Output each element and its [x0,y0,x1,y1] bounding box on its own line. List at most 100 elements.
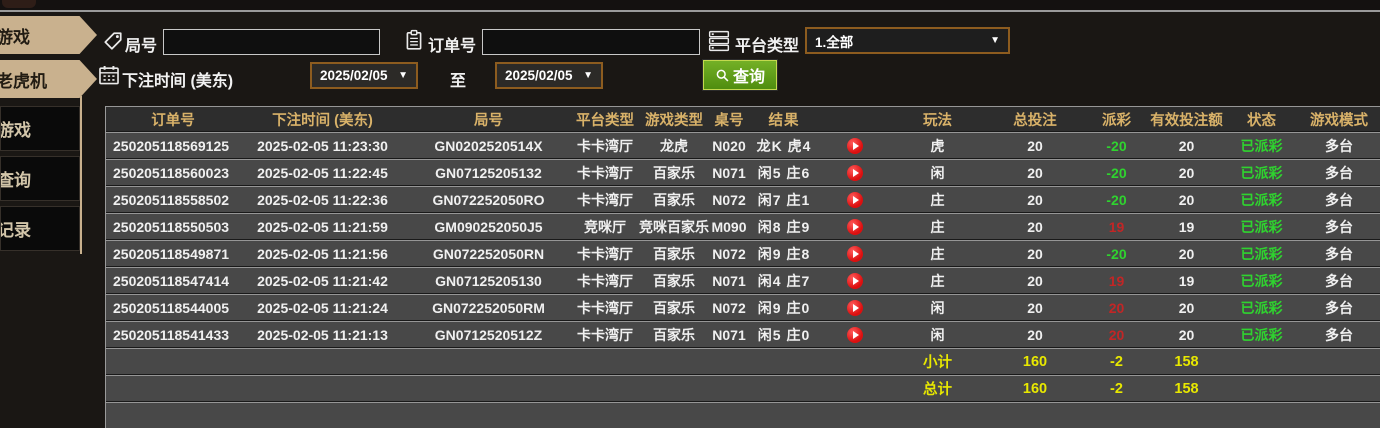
cell-payout-value: -20 [1106,164,1127,181]
play-button[interactable] [847,218,863,235]
cell-order: 250205118560023 [106,160,240,185]
cell-side: 虎 [890,133,985,158]
column-header-2: 局号 [474,112,503,129]
date-to-value: 2025/02/05 [505,68,573,83]
cell-order-value: 250205118558502 [113,191,230,208]
cell-valid_bet: 20 [1148,160,1225,185]
sidebar-item-0[interactable]: 游戏 [0,16,97,54]
cell-order: 250205118544005 [106,295,240,320]
cell-game: 竞咪百家乐 [638,214,710,239]
cell-round: GM090252050J5 [405,214,572,239]
cell-order: 250205118558502 [106,187,240,212]
total-payout: -2 [1110,380,1123,397]
cell-platform-value: 卡卡湾厅 [577,164,633,181]
sidebar-item-1[interactable]: 老虎机 [0,60,97,98]
cell-valid_bet-value: 20 [1178,137,1195,154]
cell-platform-value: 卡卡湾厅 [577,299,633,316]
cell-time: 2025-02-05 11:21:24 [240,295,405,320]
column-header-0: 订单号 [151,112,195,129]
play-button[interactable] [847,137,863,154]
bet-time-label: 下注时间 (美东) [122,73,234,90]
cell-table_no-value: N072 [712,245,746,262]
cell-mode: 多台 [1298,214,1380,239]
cell-replay [820,187,890,212]
cell-result-value: 闲9 庄0 [757,299,811,316]
date-from-select[interactable]: 2025/02/05 ▼ [310,62,418,89]
cell-platform: 卡卡湾厅 [572,295,638,320]
subtotal-total-bet: 160 [1022,353,1048,370]
cell-valid_bet-value: 20 [1178,245,1195,262]
cell-platform-value: 卡卡湾厅 [577,191,633,208]
cell-game-value: 百家乐 [653,326,695,343]
search-button[interactable]: 查询 [702,59,778,91]
search-button-label: 查询 [732,69,765,86]
cell-side: 庄 [890,214,985,239]
sidebar-item-4[interactable]: 记录 [0,206,80,251]
cell-side-value: 闲 [930,164,945,181]
table-row: 250205118560023 2025-02-05 11:22:45 GN0712… [106,159,1380,186]
cell-game: 百家乐 [638,268,710,293]
cell-total_bet: 20 [985,322,1085,347]
table-row: 250205118550503 2025-02-05 11:21:59 GM0902… [106,213,1380,240]
cell-mode-value: 多台 [1325,326,1353,343]
cell-payout-value: 19 [1108,218,1125,235]
cell-platform: 卡卡湾厅 [572,187,638,212]
cell-result: 闲8 庄9 [748,214,820,239]
play-button[interactable] [847,245,863,262]
cell-time: 2025-02-05 11:22:36 [240,187,405,212]
date-to-connector: 至 [450,73,467,90]
play-button[interactable] [847,272,863,289]
cell-round: GN07125205132 [405,160,572,185]
cell-status-value: 已派彩 [1240,191,1283,208]
cell-payout: -20 [1085,187,1148,212]
date-to-select[interactable]: 2025/02/05 ▼ [495,62,603,89]
play-button[interactable] [847,326,863,343]
play-button[interactable] [847,299,863,316]
sidebar-item-2[interactable]: 游戏 [0,106,80,151]
cell-time: 2025-02-05 11:23:30 [240,133,405,158]
cell-status: 已派彩 [1225,322,1298,347]
cell-valid_bet: 20 [1148,133,1225,158]
cell-order-value: 250205118547414 [113,272,230,289]
cell-table_no-value: N071 [712,326,746,343]
order-number-input[interactable] [482,29,700,55]
cell-table_no: N071 [710,268,748,293]
platform-select-value: 1.全部 [815,34,854,50]
cell-side: 闲 [890,295,985,320]
cell-payout: 20 [1085,322,1148,347]
cell-mode-value: 多台 [1325,299,1353,316]
cell-platform: 卡卡湾厅 [572,133,638,158]
cell-platform-value: 卡卡湾厅 [577,272,633,289]
chevron-down-icon: ▼ [990,35,1000,46]
cell-status: 已派彩 [1225,295,1298,320]
sidebar-item-3[interactable]: 查询 [0,156,80,201]
cell-round: GN07125205130 [405,268,572,293]
cell-replay [820,295,890,320]
cell-valid_bet-value: 20 [1178,299,1195,316]
column-header-5: 桌号 [714,112,744,129]
cell-time: 2025-02-05 11:22:45 [240,160,405,185]
cell-status-value: 已派彩 [1240,326,1283,343]
play-button[interactable] [847,164,863,181]
platform-select[interactable]: 1.全部 ▼ [805,27,1010,54]
cell-time: 2025-02-05 11:21:13 [240,322,405,347]
cell-table_no-value: N020 [712,137,746,154]
cell-round-value: GN072252050RN [432,245,545,262]
cell-total_bet: 20 [985,295,1085,320]
cell-valid_bet: 20 [1148,187,1225,212]
platform-type-label: 平台类型 [735,38,800,55]
play-button[interactable] [847,191,863,208]
search-icon [715,68,730,83]
cell-order-value: 250205118541433 [113,326,230,343]
round-number-input[interactable] [163,29,380,55]
cell-result: 闲5 庄0 [748,322,820,347]
cell-game-value: 百家乐 [653,191,695,208]
cell-total_bet: 20 [985,268,1085,293]
cell-order: 250205118569125 [106,133,240,158]
cell-mode-value: 多台 [1325,137,1353,154]
cell-time: 2025-02-05 11:21:59 [240,214,405,239]
cell-side: 庄 [890,241,985,266]
cell-table_no-value: N071 [712,272,746,289]
cell-valid_bet-value: 19 [1178,218,1195,235]
table-body: 250205118569125 2025-02-05 11:23:30 GN0202… [106,132,1380,348]
